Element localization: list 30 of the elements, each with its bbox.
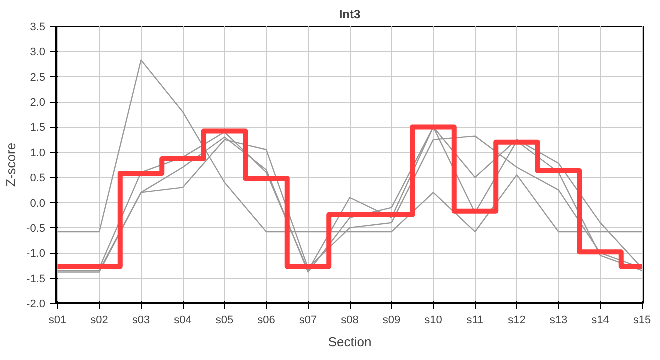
x-tick-label: s10 [424,314,442,326]
x-tick-label: s01 [48,314,67,326]
x-tick-label: s13 [550,314,568,326]
y-tick-label: 1.0 [30,147,46,160]
x-tick-label: s02 [90,314,108,326]
y-tick-label: -1.0 [26,248,46,260]
x-tick-label: s04 [174,314,192,326]
x-tick-label: s08 [341,314,359,326]
y-tick-label: 3.0 [30,46,46,59]
y-tick-label: -0.5 [26,222,46,235]
y-axis-title: Z-score [4,142,19,188]
y-tick-label: 0.0 [30,198,46,210]
x-axis-title: Section [328,334,372,350]
x-tick-label: s09 [382,314,401,326]
x-tick-label: s06 [258,314,276,326]
y-tick-label: 3.5 [30,22,46,34]
y-tick-label: 0.5 [30,172,46,185]
x-tick-label: s11 [466,314,484,326]
x-tick-label: s05 [216,314,234,326]
x-tick-label: s12 [508,314,526,326]
y-tick-label: 2.5 [30,72,46,84]
y-tick-label: 2.0 [30,97,46,110]
x-tick-label: s07 [299,314,318,326]
chart-title: Int3 [339,8,361,22]
x-tick-label: s14 [592,314,610,326]
y-tick-label: -2.0 [26,298,46,310]
x-tick-label: s15 [633,314,652,326]
y-tick-label: 1.5 [30,122,46,134]
x-tick-label: s03 [132,314,150,326]
y-tick-label: -1.5 [26,273,46,286]
